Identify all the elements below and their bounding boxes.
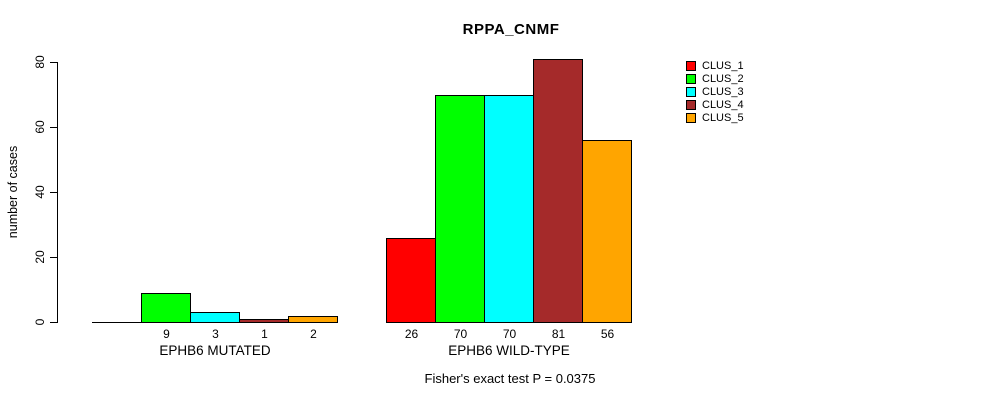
bar-value-label: 9 [163,327,170,341]
group-label: EPHB6 MUTATED [159,343,271,358]
y-tick-mark [50,61,57,63]
legend-label: CLUS_4 [702,98,744,111]
chart-title: RPPA_CNMF [462,21,560,38]
group-baseline [92,322,338,323]
legend-row-clus_4: CLUS_4 [686,98,744,111]
annotation-text: Fisher's exact test P = 0.0375 [424,371,596,386]
legend-row-clus_2: CLUS_2 [686,72,744,85]
y-tick-mark [50,321,57,323]
legend-row-clus_3: CLUS_3 [686,85,744,98]
bar-clus_2 [435,94,485,323]
y-tick-label: 0 [33,318,47,326]
y-tick-label: 80 [33,55,47,69]
legend-swatch-icon [686,112,696,123]
bar-value-label: 56 [600,327,615,341]
bar-value-label: 2 [310,327,317,341]
legend-label: CLUS_3 [702,85,744,98]
y-axis-line [57,62,58,323]
legend-swatch-icon [686,60,696,71]
bar-value-label: 26 [404,327,419,341]
y-tick-label: 60 [33,120,47,134]
bar-value-label: 70 [502,327,517,341]
legend-label: CLUS_1 [702,59,744,72]
legend-label: CLUS_5 [702,111,744,124]
legend-row-clus_1: CLUS_1 [686,59,744,72]
y-tick-mark [50,191,57,193]
bar-clus_3 [484,94,534,323]
bar-value-label: 81 [551,327,566,341]
bar-value-label: 1 [261,327,268,341]
y-tick-mark [50,126,57,128]
group-baseline [386,322,632,323]
legend-swatch-icon [686,86,696,97]
bar-clus_5 [582,140,632,323]
bar-clus_2 [141,292,191,323]
y-tick-label: 40 [33,185,47,199]
bar-value-label: 70 [453,327,468,341]
legend-row-clus_5: CLUS_5 [686,111,744,124]
y-axis-title: number of cases [6,145,20,239]
y-tick-mark [50,256,57,258]
y-tick-label: 20 [33,250,47,264]
legend-swatch-icon [686,73,696,84]
bar-clus_1 [386,237,436,323]
bar-clus_4 [533,58,583,323]
legend-swatch-icon [686,99,696,110]
legend-label: CLUS_2 [702,72,744,85]
legend: CLUS_1 CLUS_2 CLUS_3 CLUS_4 CLUS_5 [686,59,744,124]
group-label: EPHB6 WILD-TYPE [448,343,570,358]
bar-value-label: 3 [212,327,219,341]
